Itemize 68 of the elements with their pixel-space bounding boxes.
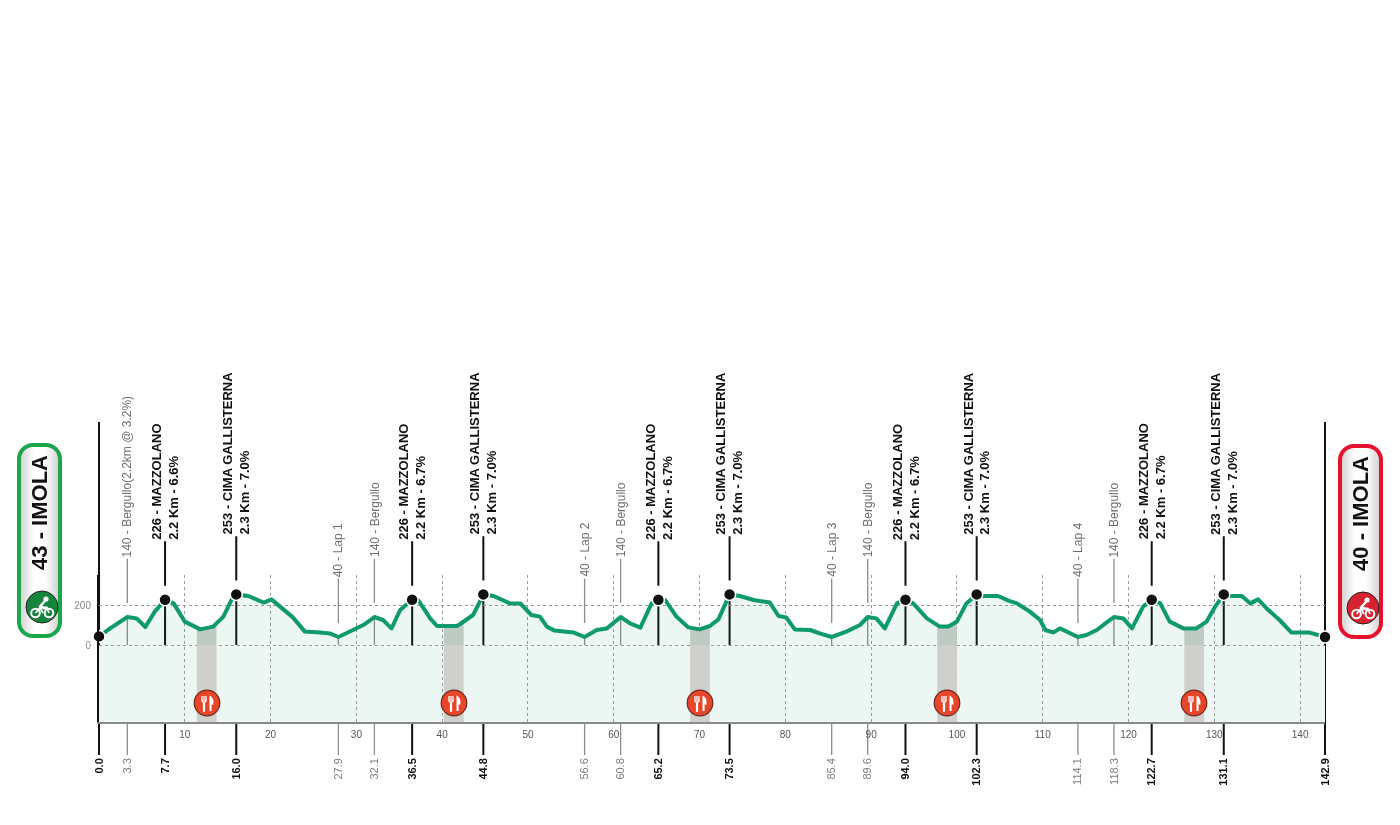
x-tick-label: 110 bbox=[1034, 729, 1052, 740]
x-tick-label: 20 bbox=[265, 729, 277, 740]
x2-tick-label: 114.1 bbox=[1071, 758, 1084, 785]
x2-tick-label: 7.7 bbox=[158, 758, 171, 774]
annotation: 140 - Bergullo bbox=[1107, 482, 1122, 558]
sign-box: 43 - IMOLA bbox=[17, 443, 62, 639]
x2-tick-label: 44.8 bbox=[476, 758, 489, 780]
x2-tick-label: 60.8 bbox=[614, 758, 627, 780]
x2-tick-label: 16.0 bbox=[229, 758, 242, 780]
x2-tick-label: 32.1 bbox=[367, 758, 380, 780]
annotation: 226 - MAZZOLANO 2.2 Km - 6.7% bbox=[889, 423, 922, 541]
annotation: 253 - CIMA GALLISTERNA 2.3 Km - 7.0% bbox=[1207, 372, 1240, 535]
annotation: 140 - Bergullo bbox=[613, 482, 628, 558]
x-tick-label: 140 bbox=[1291, 729, 1309, 740]
point bbox=[1144, 593, 1159, 607]
x-tick-label: 100 bbox=[948, 729, 966, 740]
annotation: 140 - Bergullo(2.2km @ 3.2%) bbox=[120, 395, 135, 558]
annotation: 253 - CIMA GALLISTERNA 2.3 Km - 7.0% bbox=[467, 371, 500, 535]
point bbox=[898, 593, 913, 607]
x2-tick-label: 73.5 bbox=[723, 758, 736, 780]
sign-box: 40 - IMOLA bbox=[1338, 444, 1383, 639]
x2-tick-label: 122.7 bbox=[1145, 758, 1158, 786]
x2-tick-label: 94.0 bbox=[899, 758, 912, 780]
annotation: 226 - MAZZOLANO 2.2 Km - 6.6% bbox=[149, 423, 182, 540]
annotation: 140 - Bergullo bbox=[861, 482, 876, 558]
point bbox=[722, 587, 737, 602]
x-tick-label: 40 bbox=[436, 729, 449, 740]
annotation: 40 - Lap 3 bbox=[824, 522, 839, 577]
x2-tick-label: 118.3 bbox=[1107, 758, 1120, 785]
point bbox=[1318, 630, 1332, 644]
annotation: 226 - MAZZOLANO 2.2 Km - 6.7% bbox=[396, 423, 429, 540]
x-tick-label: 130 bbox=[1205, 729, 1224, 740]
annotation: 253 - CIMA GALLISTERNA 2.3 Km - 7.0% bbox=[960, 372, 993, 535]
x2-tick-label: 27.9 bbox=[331, 758, 344, 780]
point bbox=[229, 587, 244, 602]
point bbox=[158, 593, 172, 607]
x2-tick-label: 3.3 bbox=[120, 758, 133, 774]
x2-tick-label: 36.5 bbox=[405, 758, 418, 780]
annotation: 40 - Lap 1 bbox=[331, 522, 346, 578]
x-tick-label: 30 bbox=[350, 729, 363, 740]
x-tick-label: 10 bbox=[179, 729, 191, 740]
point bbox=[651, 593, 666, 607]
x-tick-label: 80 bbox=[779, 729, 792, 740]
x2-tick-label: 0.0 bbox=[92, 758, 105, 774]
annotation: 253 - CIMA GALLISTERNA 2.3 Km - 7.0% bbox=[713, 372, 746, 535]
point bbox=[969, 587, 984, 602]
x-tick-label: 50 bbox=[522, 729, 534, 740]
x2-tick-label: 102.3 bbox=[970, 758, 983, 786]
x2-tick-label: 89.6 bbox=[861, 758, 874, 780]
annotation: 140 - Bergullo bbox=[367, 482, 382, 558]
x2-tick-label: 85.4 bbox=[825, 758, 838, 780]
x2-tick-label: 131.1 bbox=[1217, 758, 1230, 786]
x-tick-label: 70 bbox=[694, 729, 706, 740]
annotation: 40 - Lap 2 bbox=[577, 522, 592, 577]
x-tick-label: 120 bbox=[1120, 729, 1138, 740]
point bbox=[476, 587, 491, 602]
x2-tick-label: 56.6 bbox=[578, 758, 591, 780]
x2-tick-label: 142.9 bbox=[1318, 758, 1331, 786]
point bbox=[405, 593, 419, 607]
x2-tick-label: 65.2 bbox=[651, 758, 664, 780]
y-tick-label: 0 bbox=[85, 639, 92, 651]
y-tick-label: 200 bbox=[74, 599, 92, 611]
point bbox=[1217, 587, 1231, 602]
annotation: 40 - Lap 4 bbox=[1070, 522, 1085, 577]
annotation: 253 - CIMA GALLISTERNA 2.3 Km - 7.0% bbox=[220, 371, 253, 535]
annotation: 226 - MAZZOLANO 2.2 Km - 6.7% bbox=[1136, 423, 1168, 540]
x-tick-label: 60 bbox=[608, 729, 620, 740]
annotation: 226 - MAZZOLANO 2.2 Km - 6.7% bbox=[642, 423, 675, 541]
